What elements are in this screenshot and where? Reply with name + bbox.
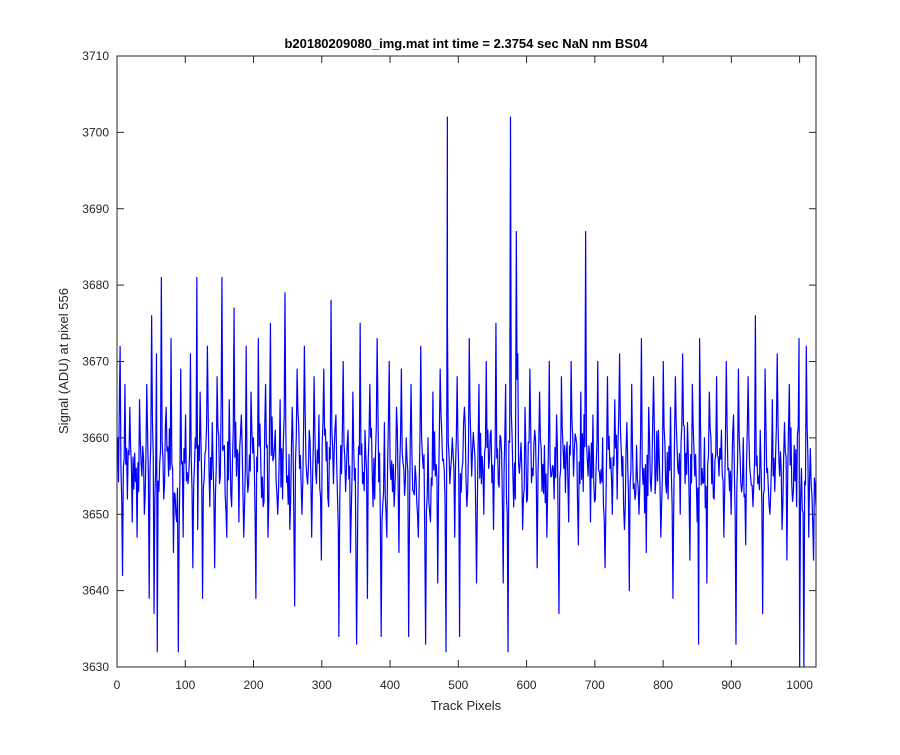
- y-axis: 3630 3640 3650 3660 3670 3680 3690 3700 3710: [82, 49, 816, 674]
- x-axis-label: Track Pixels: [431, 698, 502, 713]
- y-tick-label: 3630: [82, 660, 109, 674]
- y-tick-label: 3710: [82, 49, 109, 63]
- y-axis-label: Signal (ADU) at pixel 556: [56, 288, 71, 434]
- y-tick-label: 3650: [82, 507, 109, 521]
- y-tick-label: 3700: [82, 125, 109, 139]
- x-tick-label: 900: [721, 678, 741, 692]
- y-tick-label: 3640: [82, 584, 109, 598]
- x-tick-label: 100: [175, 678, 195, 692]
- x-tick-label: 400: [380, 678, 400, 692]
- x-tick-label: 500: [448, 678, 468, 692]
- x-tick-label: 1000: [786, 678, 813, 692]
- x-tick-label: 600: [517, 678, 537, 692]
- x-tick-label: 300: [312, 678, 332, 692]
- x-tick-label: 0: [114, 678, 121, 692]
- x-tick-label: 700: [585, 678, 605, 692]
- y-tick-label: 3660: [82, 431, 109, 445]
- x-axis: 0 100 200 300 400 500 600 700 800 900 1000: [114, 56, 813, 692]
- x-tick-label: 800: [653, 678, 673, 692]
- chart-title: b20180209080_img.mat int time = 2.3754 s…: [284, 36, 648, 51]
- y-tick-label: 3680: [82, 278, 109, 292]
- x-tick-label: 200: [244, 678, 264, 692]
- y-tick-label: 3690: [82, 202, 109, 216]
- y-tick-label: 3670: [82, 355, 109, 369]
- series-line: [117, 116, 817, 668]
- series-layer: [117, 116, 817, 668]
